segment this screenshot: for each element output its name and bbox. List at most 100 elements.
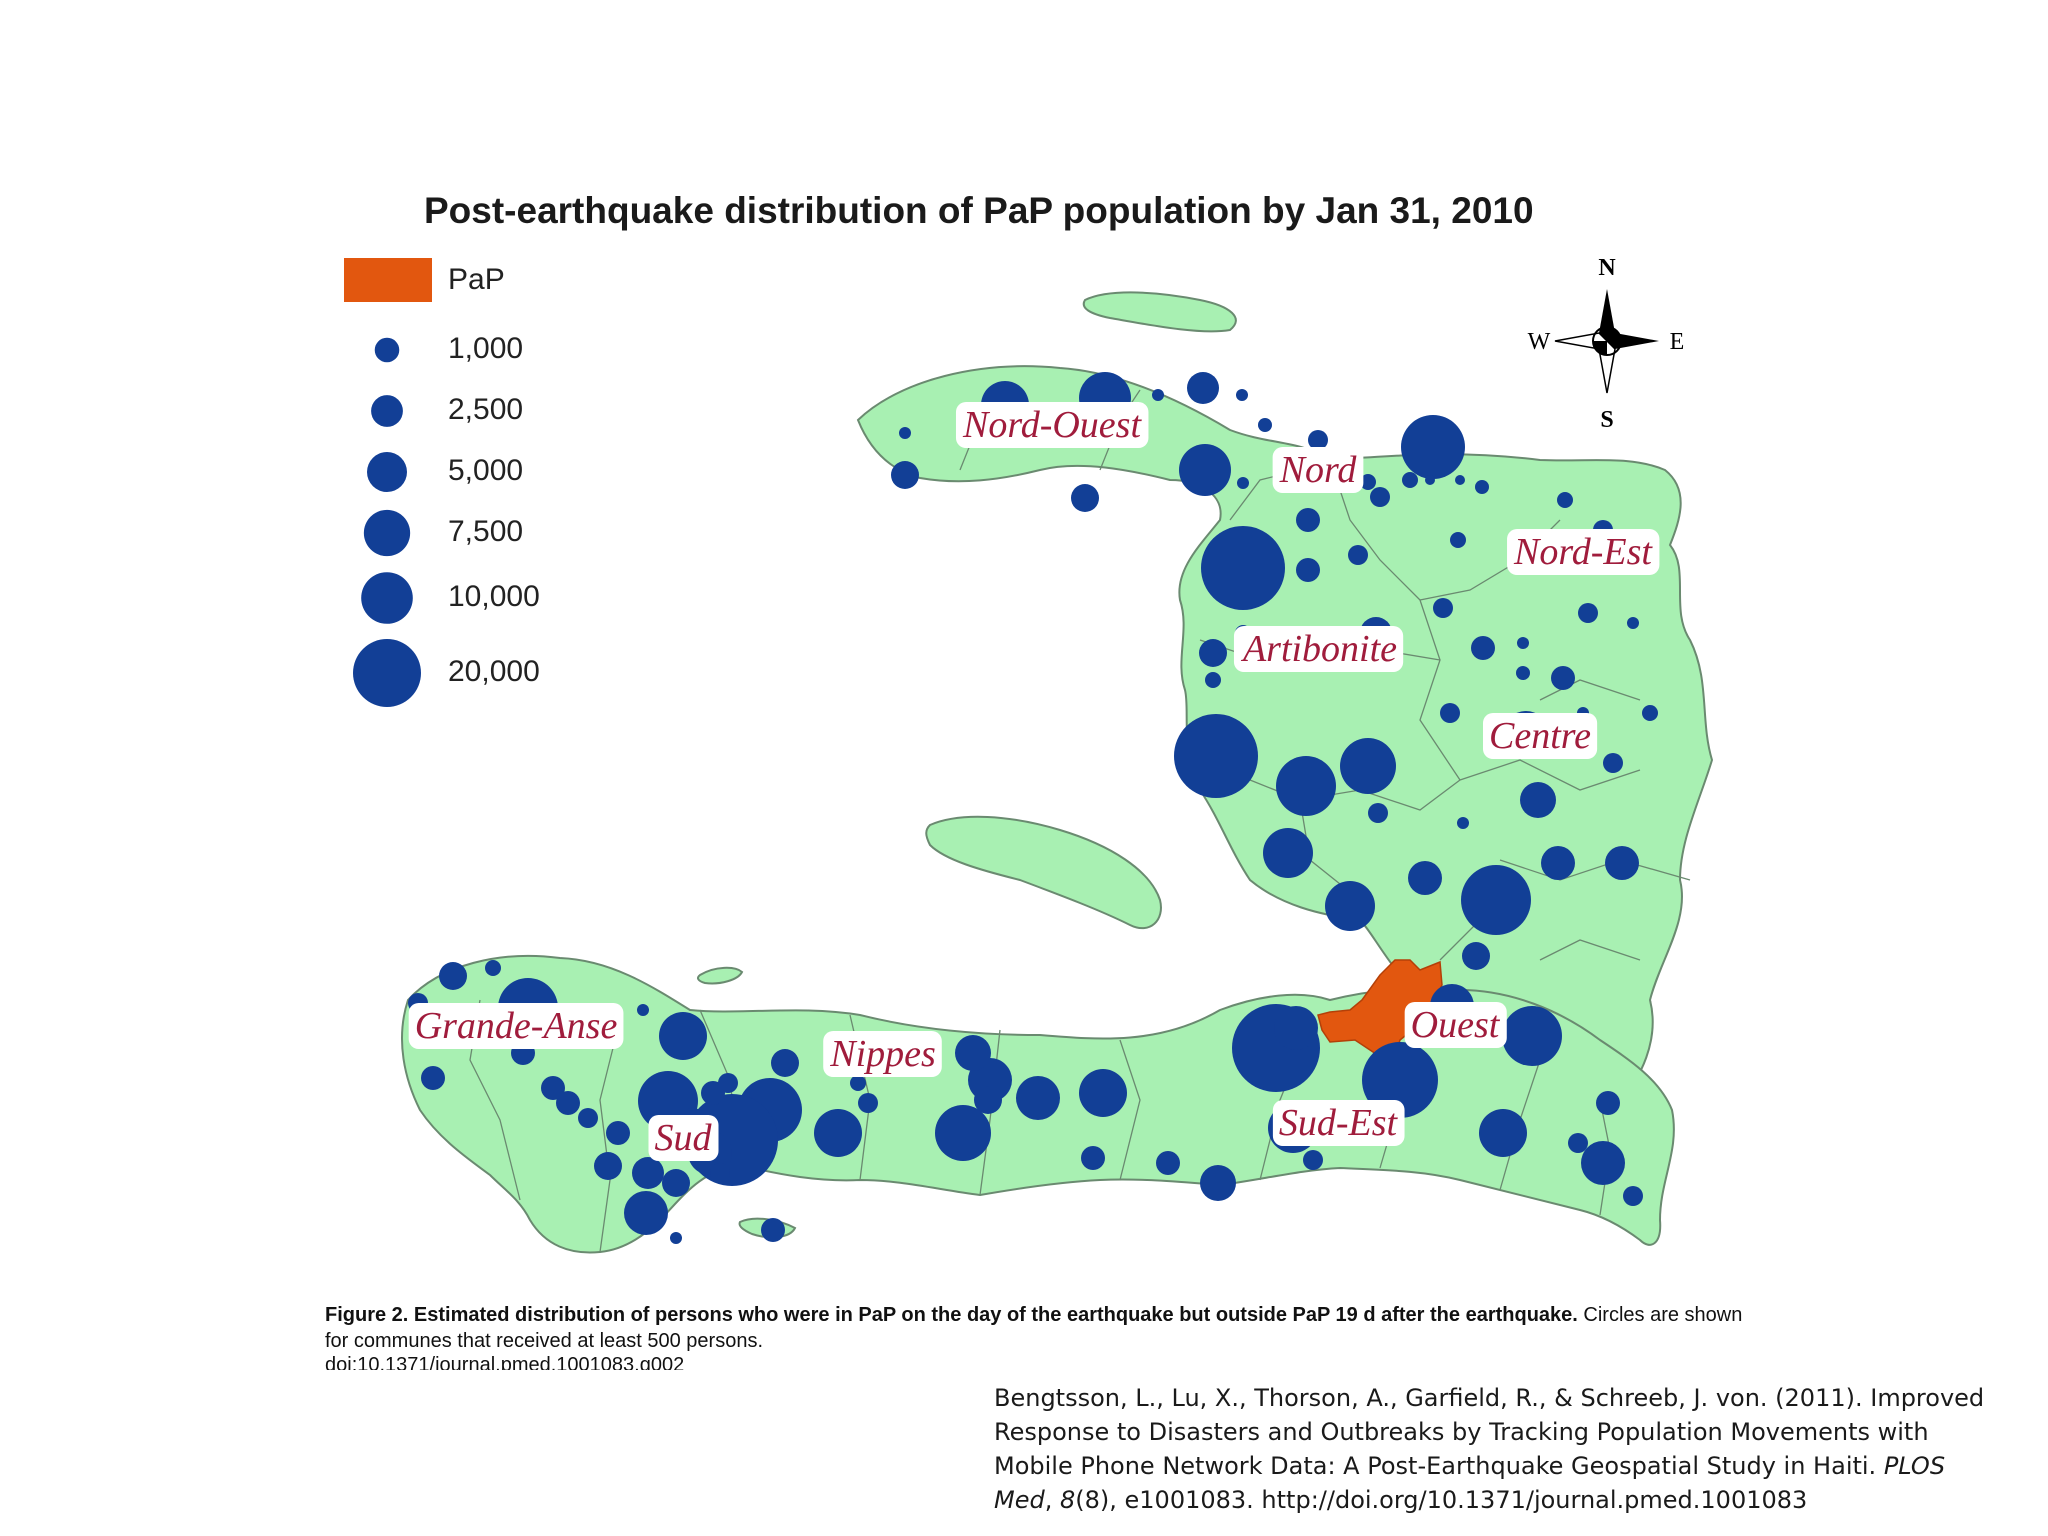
legend <box>344 258 432 707</box>
commune-circle <box>1461 865 1531 935</box>
commune-circle <box>1502 1006 1562 1066</box>
commune-circle <box>659 1012 707 1060</box>
commune-circle <box>1596 1091 1620 1115</box>
commune-circle <box>1079 1069 1127 1117</box>
dept-label-ouest: Ouest <box>1411 1004 1501 1046</box>
dept-label-background <box>1507 529 1660 575</box>
commune-circle <box>1296 558 1320 582</box>
legend-circle-10000 <box>361 572 413 624</box>
legend-size-label: 10,000 <box>448 580 540 613</box>
commune-circle <box>1274 1006 1318 1050</box>
dept-label-grande-anse: Grande-Anse <box>415 1005 618 1047</box>
legend-circle-7500 <box>363 509 411 557</box>
commune-circle <box>1425 475 1435 485</box>
legend-pap-label: PaP <box>448 263 505 296</box>
commune-circle <box>624 1191 668 1235</box>
commune-circle <box>556 1091 580 1115</box>
commune-circle <box>935 1105 991 1161</box>
commune-circle <box>485 960 501 976</box>
grande-cayemite <box>696 966 744 985</box>
commune-circle <box>632 1157 664 1189</box>
legend-circle-2500 <box>371 395 403 427</box>
commune-circle <box>606 1121 630 1145</box>
commune-circle <box>1258 418 1272 432</box>
commune-circle <box>1402 472 1418 488</box>
commune-circle <box>1568 1133 1588 1153</box>
dept-label-nord-est: Nord-Est <box>1513 531 1653 573</box>
dept-label-artibonite: Artibonite <box>1240 628 1397 670</box>
commune-circle <box>1237 477 1249 489</box>
commune-circle <box>771 1049 799 1077</box>
legend-pap-swatch <box>344 258 432 302</box>
commune-circle <box>1199 639 1227 667</box>
commune-circle <box>1179 444 1231 496</box>
dept-label-sud-est: Sud-Est <box>1279 1102 1399 1144</box>
citation: Bengtsson, L., Lu, X., Thorson, A., Garf… <box>994 1384 1985 1514</box>
commune-circle <box>1578 603 1598 623</box>
compass-north: N <box>1598 255 1616 281</box>
legend-circle-20000 <box>353 639 421 707</box>
dept-label-background <box>1482 713 1598 759</box>
commune-circle <box>1475 480 1489 494</box>
commune-circle <box>1368 803 1388 823</box>
commune-circle <box>1340 738 1396 794</box>
commune-circle <box>1205 672 1221 688</box>
compass-east: E <box>1670 329 1685 355</box>
commune-circle <box>1603 753 1623 773</box>
dept-label-nord-ouest: Nord-Ouest <box>962 404 1142 446</box>
commune-circle <box>710 1163 730 1183</box>
commune-circle <box>850 1075 866 1091</box>
commune-circle <box>1370 487 1390 507</box>
commune-circle <box>1408 861 1442 895</box>
figure-caption: Figure 2. Estimated distribution of pers… <box>325 1302 1745 1354</box>
commune-circle <box>1156 1151 1180 1175</box>
legend-size-label: 2,500 <box>448 393 524 426</box>
legend-size-label: 7,500 <box>448 515 524 548</box>
commune-circle <box>1627 617 1639 629</box>
caption-doi: doi:10.1371/journal.pmed.1001083.g002 <box>325 1354 685 1370</box>
map-title: Post-earthquake distribution of PaP popu… <box>424 190 1534 231</box>
dept-label-centre: Centre <box>1489 715 1591 757</box>
legend-circle-1000 <box>374 337 400 363</box>
dept-label-background <box>1272 1100 1405 1146</box>
commune-circle <box>1303 1150 1323 1170</box>
commune-circle <box>1325 881 1375 931</box>
legend-size-label: 1,000 <box>448 332 524 365</box>
dept-label-nord: Nord <box>1279 449 1358 491</box>
commune-circle <box>1187 372 1219 404</box>
legend-size-label: 5,000 <box>448 454 524 487</box>
commune-circle <box>1479 1109 1527 1157</box>
commune-circle <box>1071 484 1099 512</box>
commune-circle <box>718 1073 738 1093</box>
commune-circle <box>1520 782 1556 818</box>
commune-circle <box>761 1218 785 1242</box>
commune-circle <box>1296 508 1320 532</box>
commune-circle <box>1360 474 1376 490</box>
dept-label-background <box>1233 626 1404 672</box>
ile-de-la-tortue <box>1082 291 1237 333</box>
dept-label-background <box>648 1115 719 1161</box>
commune-circle <box>578 1108 598 1128</box>
caption-figure: Figure 2. Estimated distribution of pers… <box>325 1304 1578 1326</box>
commune-circle <box>541 1076 565 1100</box>
commune-circle <box>1516 666 1530 680</box>
commune-circle <box>1433 598 1453 618</box>
commune-circle <box>974 1086 1002 1114</box>
commune-circle <box>594 1152 622 1180</box>
dept-label-sud: Sud <box>655 1117 713 1159</box>
commune-circle <box>1152 389 1164 401</box>
commune-circle <box>1455 475 1465 485</box>
commune-circle <box>858 1093 878 1113</box>
commune-circle <box>421 1066 445 1090</box>
commune-circle <box>1201 526 1285 610</box>
commune-circle <box>1440 703 1460 723</box>
commune-circle <box>955 1035 991 1071</box>
legend-circle-5000 <box>367 452 407 492</box>
commune-circle <box>814 1109 862 1157</box>
commune-circle <box>1276 756 1336 816</box>
commune-circle <box>1623 1186 1643 1206</box>
compass-rose-icon: N S W E <box>1528 255 1685 433</box>
department-labels: Nord-Ouest Nord Nord-Est Artibonite Centre Ou… <box>408 402 1660 1161</box>
commune-circle <box>1557 492 1573 508</box>
compass-west: W <box>1528 329 1551 355</box>
